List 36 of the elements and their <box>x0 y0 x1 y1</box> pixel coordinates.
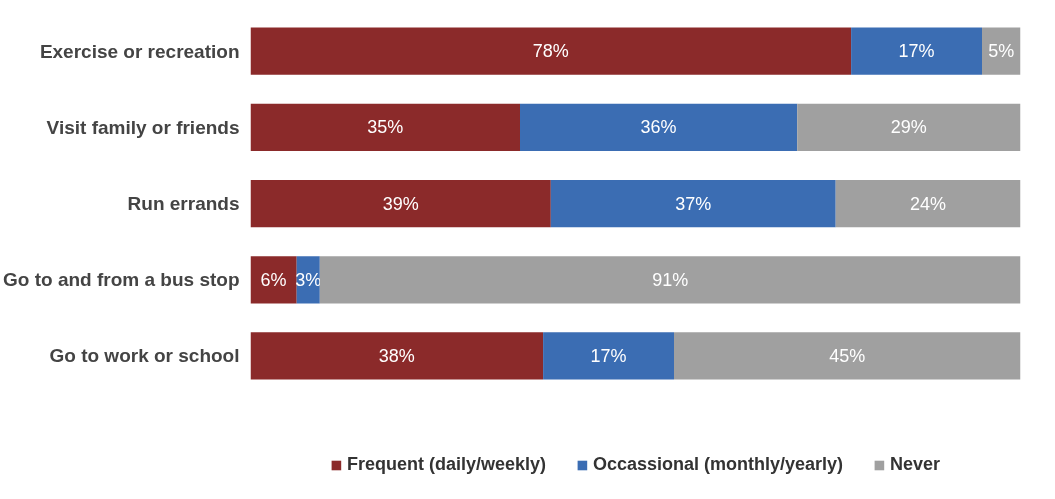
y-tick-label: Run errands <box>127 193 240 215</box>
y-tick-label: Go to work or school <box>49 345 240 367</box>
y-tick-label: Visit family or friends <box>46 116 240 138</box>
data-label: 38% <box>378 345 415 366</box>
bar <box>674 332 1021 380</box>
bar <box>543 332 674 380</box>
data-label: 91% <box>652 269 689 290</box>
data-label: 6% <box>260 269 287 290</box>
data-label: 39% <box>382 193 419 214</box>
data-label: 78% <box>532 41 569 62</box>
data-label: 37% <box>675 193 712 214</box>
bar <box>250 256 297 304</box>
bar <box>250 332 544 380</box>
data-label: 29% <box>890 117 927 138</box>
legend-label: Occassional (monthly/yearly) <box>592 454 844 475</box>
data-label: 45% <box>829 345 866 366</box>
legend-label: Never <box>890 454 941 475</box>
y-tick-label: Go to and from a bus stop <box>3 269 240 291</box>
bar <box>797 103 1021 152</box>
bar <box>851 27 982 75</box>
bar <box>550 179 836 228</box>
bar <box>250 179 551 228</box>
data-label: 36% <box>640 117 677 138</box>
data-label: 35% <box>367 117 404 138</box>
bar <box>250 103 520 152</box>
data-label: 17% <box>898 41 935 62</box>
data-label: 24% <box>910 193 947 214</box>
y-tick-label: Exercise or recreation <box>39 40 240 62</box>
bar <box>835 179 1021 228</box>
bar <box>319 256 1021 304</box>
bar <box>520 103 798 152</box>
legend-label: Frequent (daily/weekly) <box>346 454 546 475</box>
data-label: 17% <box>590 345 627 366</box>
data-label: 5% <box>988 41 1015 62</box>
data-label: 3% <box>295 269 322 290</box>
bar <box>250 27 852 75</box>
